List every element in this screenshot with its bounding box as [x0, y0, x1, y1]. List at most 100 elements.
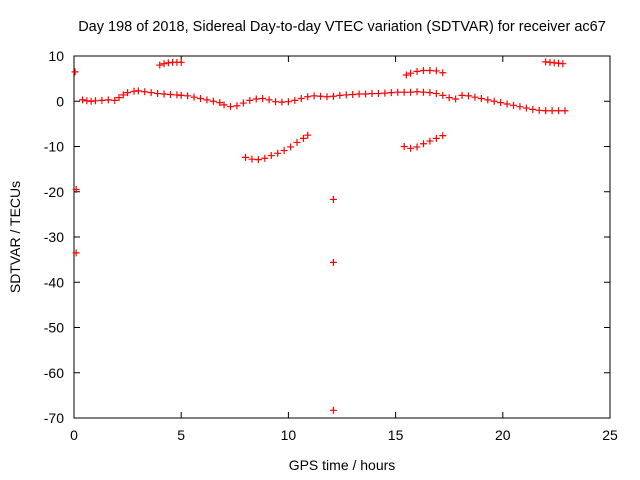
- data-point: [291, 96, 299, 104]
- series-main-band: [79, 87, 569, 115]
- data-point: [342, 91, 350, 99]
- data-point: [119, 91, 127, 99]
- data-point: [484, 96, 492, 104]
- data-point: [374, 90, 382, 98]
- data-point: [394, 88, 402, 96]
- data-point: [160, 60, 168, 68]
- data-point: [91, 97, 99, 105]
- data-point: [79, 96, 87, 104]
- data-point: [542, 107, 550, 115]
- data-point: [280, 147, 288, 155]
- data-point: [293, 138, 301, 146]
- data-point: [497, 99, 505, 107]
- data-point: [160, 90, 168, 98]
- data-point: [252, 95, 260, 103]
- data-point: [317, 92, 325, 100]
- data-point: [432, 67, 440, 75]
- data-point: [299, 134, 307, 142]
- data-point: [216, 99, 224, 107]
- data-point: [115, 94, 123, 102]
- y-axis-label: SDTVAR / TECUs: [7, 181, 23, 293]
- data-point: [426, 66, 434, 74]
- data-point: [407, 144, 415, 152]
- x-tick-label: 5: [177, 427, 185, 443]
- data-point: [413, 88, 421, 96]
- y-tick-label: -40: [44, 274, 64, 290]
- data-point: [246, 96, 254, 104]
- data-point: [419, 66, 427, 74]
- data-point: [233, 102, 241, 110]
- y-tick-label: -50: [44, 320, 64, 336]
- data-point: [261, 154, 269, 162]
- data-point: [555, 107, 563, 115]
- data-point: [432, 134, 440, 142]
- data-point: [227, 103, 235, 111]
- data-points: [71, 58, 569, 414]
- data-point: [274, 149, 282, 157]
- data-point: [190, 93, 198, 101]
- data-point: [362, 90, 370, 98]
- y-tick-label: -10: [44, 139, 64, 155]
- data-point: [381, 89, 389, 97]
- data-point: [177, 58, 185, 66]
- data-point: [329, 92, 337, 100]
- x-tick-label: 0: [70, 427, 78, 443]
- data-point: [522, 104, 530, 112]
- data-point: [413, 67, 421, 75]
- data-point: [147, 89, 155, 97]
- data-point: [445, 94, 453, 102]
- y-tick-label: -30: [44, 229, 64, 245]
- data-point: [196, 95, 204, 103]
- data-point: [458, 91, 466, 99]
- data-point: [413, 143, 421, 151]
- series-upper-arcs: [156, 58, 567, 79]
- axis-ticks: 0 5 10 15 20 25 10 0 -10 -20 -30 -40 -50 -60 -70: [44, 48, 618, 443]
- data-point: [535, 106, 543, 114]
- data-point: [387, 89, 395, 97]
- data-point: [297, 95, 305, 103]
- data-point: [124, 89, 132, 97]
- data-point: [402, 71, 410, 79]
- data-point: [278, 98, 286, 106]
- data-point: [419, 140, 427, 148]
- data-point: [310, 92, 318, 100]
- data-point: [490, 97, 498, 105]
- data-point: [265, 96, 273, 104]
- y-tick-label: 0: [56, 93, 64, 109]
- data-point: [242, 153, 250, 161]
- chart-title: Day 198 of 2018, Sidereal Day-to-day VTE…: [78, 19, 606, 35]
- data-point: [272, 98, 280, 106]
- x-tick-label: 20: [495, 427, 511, 443]
- data-point: [259, 95, 267, 103]
- data-point: [287, 143, 295, 151]
- data-point: [561, 107, 569, 115]
- data-point: [407, 69, 415, 77]
- data-point: [432, 90, 440, 98]
- data-point: [355, 90, 363, 98]
- data-point: [209, 97, 217, 105]
- data-point: [426, 137, 434, 145]
- data-point: [548, 107, 556, 115]
- data-point: [559, 60, 567, 68]
- data-point: [426, 89, 434, 97]
- data-point: [336, 91, 344, 99]
- data-point: [419, 88, 427, 96]
- y-tick-label: -70: [44, 410, 64, 426]
- series-outliers: [71, 68, 337, 414]
- data-point: [400, 88, 408, 96]
- data-point: [111, 96, 119, 104]
- data-point: [349, 90, 357, 98]
- data-point: [400, 143, 408, 150]
- data-point: [267, 152, 275, 160]
- data-point: [503, 100, 511, 108]
- data-point: [72, 249, 80, 257]
- data-point: [166, 90, 174, 98]
- x-tick-label: 25: [602, 427, 618, 443]
- plot-frame: [73, 55, 611, 419]
- data-point: [248, 155, 256, 163]
- data-point: [184, 92, 192, 100]
- data-point: [516, 103, 524, 111]
- x-tick-label: 15: [388, 427, 404, 443]
- data-point: [134, 87, 142, 95]
